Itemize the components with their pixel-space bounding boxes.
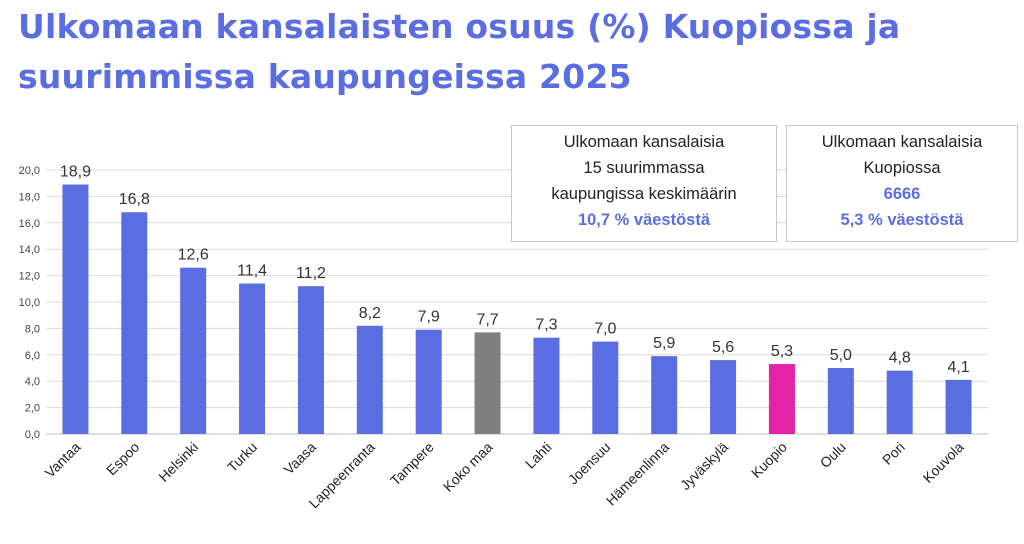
data-label: 5,3 bbox=[771, 343, 793, 360]
y-axis: 0,0 2,0 4,0 6,0 8,0 10,0 12,0 14,0 16,0 18,0 20,0 bbox=[19, 165, 40, 441]
y-tick-label: 12,0 bbox=[19, 271, 40, 283]
box1-line1: Ulkomaan kansalaisia bbox=[563, 133, 725, 151]
category-label: Lahti bbox=[522, 439, 555, 472]
data-label: 5,0 bbox=[830, 347, 852, 364]
bar-kouvola bbox=[945, 379, 972, 434]
kuopio-info-box: Ulkomaan kansalaisia Kuopiossa 6666 5,3 … bbox=[786, 125, 1018, 242]
data-label: 7,7 bbox=[476, 311, 498, 328]
bar-joensuu bbox=[592, 341, 619, 434]
data-label: 11,4 bbox=[237, 263, 267, 280]
data-label: 18,9 bbox=[60, 164, 91, 181]
category-label: Jyväskylä bbox=[677, 439, 731, 493]
bar-pori bbox=[886, 370, 913, 434]
box2-number: 6666 bbox=[883, 185, 921, 203]
y-tick-label: 8,0 bbox=[25, 323, 40, 335]
category-label: Joensuu bbox=[565, 439, 614, 488]
data-label: 5,6 bbox=[712, 339, 734, 356]
box1-line2: 15 suurimmassa bbox=[583, 159, 705, 177]
box1-highlight: 10,7 % väestöstä bbox=[577, 211, 711, 229]
category-label: Helsinki bbox=[155, 439, 201, 485]
category-label: Hämeenlinna bbox=[603, 439, 673, 509]
data-label: 7,3 bbox=[535, 317, 557, 334]
data-label: 11,2 bbox=[296, 265, 326, 282]
bar-helsinki bbox=[180, 267, 207, 434]
y-tick-label: 20,0 bbox=[19, 165, 40, 177]
box1-line3: kaupungissa keskimäärin bbox=[551, 185, 737, 203]
bar-vaasa bbox=[297, 286, 324, 434]
category-label: Vantaa bbox=[42, 439, 84, 481]
y-tick-label: 18,0 bbox=[19, 191, 40, 203]
category-label: Kuopio bbox=[748, 439, 790, 481]
bar-espoo bbox=[121, 212, 148, 434]
box2-line1: Ulkomaan kansalaisia bbox=[821, 133, 983, 151]
y-tick-label: 6,0 bbox=[25, 350, 40, 362]
category-label: Pori bbox=[879, 439, 908, 468]
data-labels: 18,9 16,8 12,6 11,4 11,2 8,2 7,9 7,7 7,3 7,0 5,9 5,… bbox=[60, 164, 970, 376]
data-label: 16,8 bbox=[119, 191, 150, 208]
bar-lahti bbox=[533, 337, 560, 434]
box2-line2: Kuopiossa bbox=[863, 159, 941, 177]
data-label: 4,1 bbox=[947, 359, 969, 376]
category-label: Vaasa bbox=[280, 439, 319, 478]
y-tick-label: 16,0 bbox=[19, 218, 40, 230]
category-label: Turku bbox=[224, 439, 260, 475]
data-label: 4,8 bbox=[889, 350, 911, 367]
y-tick-label: 10,0 bbox=[19, 297, 40, 309]
bar-hämeenlinna bbox=[651, 356, 678, 434]
y-tick-label: 4,0 bbox=[25, 376, 40, 388]
bar-oulu bbox=[827, 368, 854, 434]
data-label: 5,9 bbox=[653, 335, 675, 352]
category-label: Oulu bbox=[817, 439, 849, 471]
bar-lappeenranta bbox=[356, 325, 383, 434]
bar-koko-maa bbox=[474, 332, 501, 434]
y-tick-label: 2,0 bbox=[25, 403, 40, 415]
y-tick-label: 14,0 bbox=[19, 244, 40, 256]
category-label: Koko maa bbox=[440, 439, 496, 495]
title-line-2: suurimmissa kaupungeissa 2025 bbox=[18, 57, 632, 96]
data-label: 7,9 bbox=[418, 309, 440, 326]
y-tick-label: 0,0 bbox=[25, 429, 40, 441]
data-label: 7,0 bbox=[594, 321, 616, 338]
bar-tampere bbox=[415, 329, 442, 434]
bar-jyväskylä bbox=[710, 360, 737, 434]
x-axis: Vantaa Espoo Helsinki Turku VaasaLappeenrant… bbox=[42, 439, 967, 512]
average-info-box: Ulkomaan kansalaisia 15 suurimmassa kaup… bbox=[511, 125, 777, 242]
chart-bars bbox=[62, 184, 972, 434]
data-label: 8,2 bbox=[359, 305, 381, 322]
category-label: Kouvola bbox=[920, 439, 967, 486]
category-label: Espoo bbox=[103, 439, 143, 479]
bar-turku bbox=[239, 283, 266, 434]
data-label: 12,6 bbox=[178, 247, 209, 264]
bar-vantaa bbox=[62, 184, 89, 434]
title-line-1: Ulkomaan kansalaisten osuus (%) Kuopioss… bbox=[18, 7, 901, 46]
category-label: Tampere bbox=[387, 439, 437, 489]
box2-highlight: 5,3 % väestöstä bbox=[840, 211, 964, 229]
bar-kuopio bbox=[768, 364, 795, 434]
chart-title: Ulkomaan kansalaisten osuus (%) Kuopioss… bbox=[18, 2, 1008, 102]
